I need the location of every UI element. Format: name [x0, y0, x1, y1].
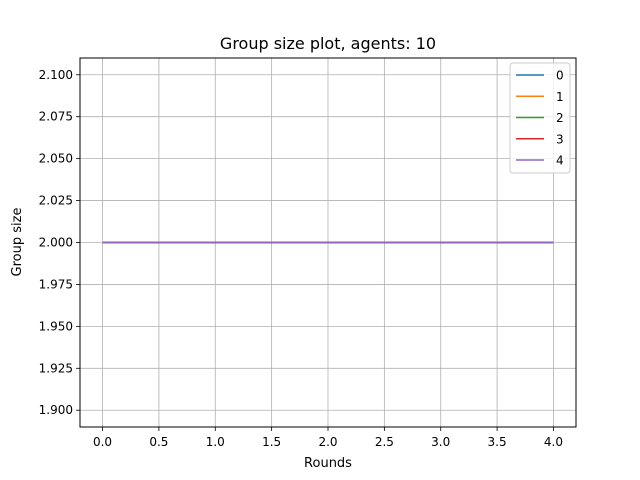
x-tick-label: 0.0 [93, 435, 112, 449]
x-tick-label: 4.0 [544, 435, 563, 449]
legend-label-1: 1 [556, 90, 564, 104]
y-axis-label: Group size [10, 208, 25, 277]
x-tick-label: 1.5 [262, 435, 281, 449]
legend-label-4: 4 [556, 154, 564, 168]
x-tick-label: 2.0 [318, 435, 337, 449]
x-axis-ticks: 0.0 0.5 1.0 1.5 2.0 2.5 3.0 3.5 4.0 [93, 427, 563, 449]
x-tick-label: 1.0 [206, 435, 225, 449]
y-tick-label: 1.975 [39, 277, 73, 291]
y-tick-label: 1.950 [39, 319, 73, 333]
y-tick-label: 2.000 [39, 236, 73, 250]
legend-label-2: 2 [556, 111, 564, 125]
y-tick-label: 2.025 [39, 194, 73, 208]
y-tick-label: 1.925 [39, 361, 73, 375]
y-tick-label: 1.900 [39, 403, 73, 417]
legend: 0 1 2 3 4 [509, 62, 571, 174]
y-axis-ticks: 1.900 1.925 1.950 1.975 2.000 2.025 2.050 2.075… [39, 68, 80, 417]
y-tick-label: 2.100 [39, 68, 73, 82]
y-tick-label: 2.050 [39, 152, 73, 166]
legend-label-3: 3 [556, 132, 564, 146]
x-tick-label: 0.5 [149, 435, 168, 449]
x-tick-label: 2.5 [375, 435, 394, 449]
y-tick-label: 2.075 [39, 110, 73, 124]
x-tick-label: 3.5 [488, 435, 507, 449]
legend-label-0: 0 [556, 69, 564, 83]
x-tick-label: 3.0 [431, 435, 450, 449]
x-axis-label: Rounds [304, 456, 352, 471]
chart-title: Group size plot, agents: 10 [220, 34, 436, 53]
